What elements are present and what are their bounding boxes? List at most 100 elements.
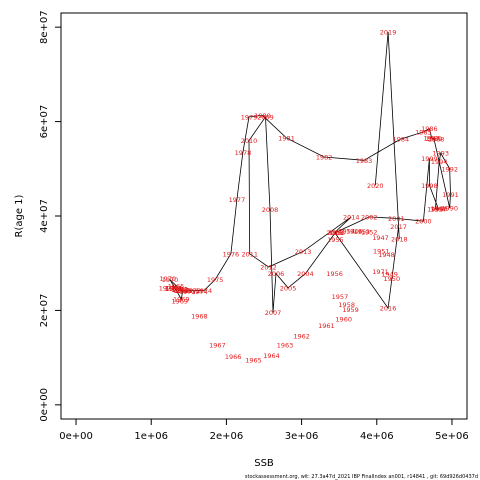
year-point-label: 1955 [329,229,346,237]
year-point-label: 1974 [196,287,213,295]
year-point-label: 1972 [165,285,182,293]
year-point-label: 2009 [257,113,274,121]
year-point-label: 1986 [421,125,438,133]
year-point-label: 1991 [442,191,459,199]
year-point-label: 1949 [381,271,398,279]
year-point-label: 1956 [326,270,343,278]
year-point-label: 1968 [175,287,192,295]
year-point-label: 1981 [278,135,295,143]
year-point-label: 1965 [168,282,185,290]
year-point-label: 1961 [318,322,335,330]
year-point-label: 1992 [441,165,458,173]
y-axis: 0e+00 2e+07 4e+07 6e+07 8e+07 [39,10,61,422]
year-point-label: 1988 [428,136,445,144]
year-point-label: 2018 [391,236,408,244]
year-point-label: 1963 [166,284,183,292]
year-point-label: 1972 [177,287,194,295]
x-tick-label: 1e+06 [134,431,168,442]
year-point-label: 1967 [209,341,226,349]
year-point-label: 1984 [393,136,410,144]
year-point-label: 2013 [295,248,312,256]
trajectory-line [169,31,451,313]
year-point-label: 1985 [415,128,432,136]
year-point-label: 1957 [332,293,349,301]
year-point-label: 1971 [159,284,176,292]
y-tick-label: 4e+07 [39,199,50,233]
year-point-label: 2004 [297,270,314,278]
year-point-label: 1966 [173,287,190,295]
year-point-label: 1974 [191,288,208,296]
year-point-label: 2008 [262,206,279,214]
year-labels: 1963196419651966196719681969197019711972… [159,28,459,364]
year-point-label: 2006 [268,270,285,278]
year-point-label: 1982 [316,153,333,161]
y-tick-label: 8e+07 [39,10,50,44]
year-point-label: 1978 [235,149,252,157]
year-point-label: 1951 [373,247,390,255]
year-point-label: 1965 [245,356,262,364]
year-point-label: 2016 [380,305,397,313]
year-point-label: 1960 [335,315,352,323]
year-point-label: 1998 [421,182,438,190]
year-point-label: 2007 [265,309,282,317]
x-tick-label: 2e+06 [210,431,244,442]
year-point-label: 1947 [372,234,389,242]
year-point-label: 1962 [293,332,310,340]
x-tick-label: 4e+06 [360,431,394,442]
year-point-label: 2005 [280,284,297,292]
year-point-label: 1994 [431,158,448,166]
year-point-label: 2012 [260,263,277,271]
x-tick-label: 5e+06 [435,431,469,442]
year-point-label: 2010 [241,137,258,145]
y-axis-title: R(age 1) [14,194,25,237]
year-point-label: 2001 [388,215,405,223]
year-point-label: 2019 [380,28,397,36]
year-point-label: 1996 [431,205,448,213]
year-point-label: 1990 [441,204,458,212]
year-point-label: 1946 [346,228,363,236]
year-point-label: 1993 [432,150,449,158]
series-path [169,31,451,313]
year-point-label: 1966 [225,353,242,361]
year-point-label: 1976 [223,250,240,258]
year-point-label: 1980 [254,112,271,120]
year-point-label: 1969 [173,296,190,304]
year-point-label: 1953 [353,228,370,236]
year-point-label: 1964 [263,352,280,360]
year-point-label: 1995 [427,205,444,213]
y-tick-label: 6e+07 [39,105,50,139]
year-point-label: 1989 [426,135,443,143]
year-point-label: 2011 [241,250,258,258]
year-point-label: 1975 [207,276,224,284]
year-point-label: 1973 [184,287,201,295]
year-point-label: 1999 [421,155,438,163]
year-point-label: 1979 [241,113,258,121]
year-point-label: 1983 [356,157,373,165]
year-point-label: 1959 [342,306,359,314]
year-point-label: 2002 [361,213,378,221]
year-point-label: 2017 [390,223,407,231]
year-point-label: 1968 [191,313,208,321]
year-point-label: 1964 [166,284,183,292]
year-point-label: 2015 [326,229,343,237]
year-point-label: 2003 [327,229,344,237]
year-point-label: 1997 [430,205,447,213]
year-point-label: 1955 [327,236,344,244]
year-point-label: 1973 [179,288,196,296]
x-tick-label: 0e+00 [59,431,93,442]
year-point-label: 1987 [423,135,440,143]
x-axis: 0e+00 1e+06 2e+06 3e+06 4e+06 5e+06 [59,419,469,442]
year-point-label: 1970 [159,275,176,283]
year-point-label: 2020 [367,182,384,190]
year-point-label: 1977 [229,196,246,204]
year-point-label: 2000 [415,218,432,226]
year-point-label: 1950 [384,275,401,283]
y-tick-label: 2e+07 [39,294,50,328]
x-axis-title: SSB [254,458,274,469]
year-point-label: 1952 [361,229,378,237]
footer-credit: stockassessment.org, wit: 27.3a47d_2021 … [245,474,478,480]
year-point-label: 1969 [172,297,189,305]
year-point-label: 1958 [338,301,355,309]
year-point-label: 1970 [162,276,179,284]
x-tick-label: 3e+06 [285,431,319,442]
